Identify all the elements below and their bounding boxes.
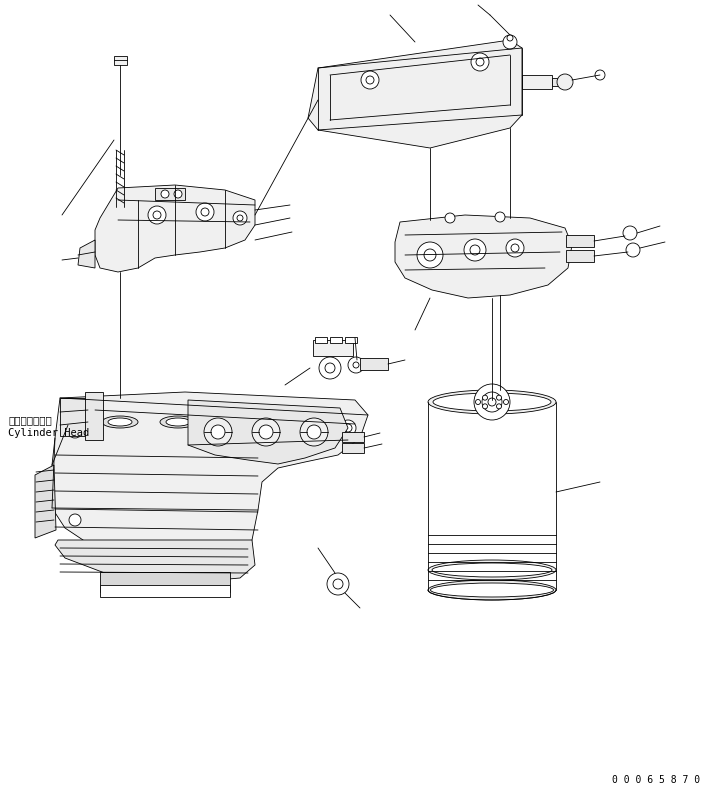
- Circle shape: [506, 239, 524, 257]
- Circle shape: [194, 549, 206, 561]
- Bar: [566, 250, 594, 262]
- Circle shape: [233, 211, 247, 225]
- Circle shape: [424, 249, 436, 261]
- Bar: [342, 432, 364, 442]
- Polygon shape: [95, 185, 255, 272]
- Circle shape: [507, 35, 513, 41]
- Bar: [552, 78, 567, 86]
- Ellipse shape: [160, 416, 196, 428]
- Ellipse shape: [430, 583, 553, 597]
- Circle shape: [211, 425, 225, 439]
- Circle shape: [417, 242, 443, 268]
- Circle shape: [340, 420, 356, 436]
- Ellipse shape: [166, 418, 190, 426]
- Polygon shape: [55, 540, 255, 582]
- Circle shape: [174, 190, 182, 198]
- Circle shape: [482, 392, 502, 412]
- Circle shape: [196, 203, 214, 221]
- Polygon shape: [52, 392, 368, 570]
- Circle shape: [557, 74, 573, 90]
- Polygon shape: [78, 240, 95, 268]
- Circle shape: [161, 190, 169, 198]
- Circle shape: [353, 362, 359, 368]
- Bar: [345, 337, 357, 343]
- Circle shape: [71, 426, 79, 434]
- Circle shape: [237, 215, 243, 221]
- Circle shape: [204, 418, 232, 446]
- Bar: [315, 337, 327, 343]
- Circle shape: [259, 425, 273, 439]
- Ellipse shape: [282, 418, 306, 426]
- Polygon shape: [308, 40, 522, 148]
- Circle shape: [319, 357, 341, 379]
- Bar: [566, 235, 594, 247]
- Circle shape: [361, 71, 379, 89]
- Circle shape: [495, 212, 505, 222]
- Circle shape: [476, 58, 484, 66]
- Ellipse shape: [428, 580, 556, 600]
- Circle shape: [626, 243, 640, 257]
- Bar: [114, 56, 127, 65]
- Text: 0 0 0 6 5 8 7 0: 0 0 0 6 5 8 7 0: [612, 775, 700, 785]
- Circle shape: [464, 239, 486, 261]
- Text: Cylinder Head: Cylinder Head: [8, 428, 89, 438]
- Circle shape: [69, 514, 81, 526]
- Circle shape: [503, 35, 517, 49]
- Circle shape: [300, 418, 328, 446]
- Circle shape: [483, 404, 488, 409]
- Bar: [313, 340, 353, 356]
- Circle shape: [496, 395, 501, 400]
- Circle shape: [366, 76, 374, 84]
- Bar: [85, 392, 103, 440]
- Circle shape: [327, 573, 349, 595]
- Circle shape: [475, 400, 480, 404]
- Circle shape: [344, 424, 352, 432]
- Circle shape: [67, 422, 83, 438]
- Polygon shape: [395, 215, 572, 298]
- Circle shape: [511, 244, 519, 252]
- Ellipse shape: [432, 563, 552, 577]
- Circle shape: [148, 206, 166, 224]
- Ellipse shape: [433, 393, 551, 411]
- Circle shape: [348, 357, 364, 373]
- Circle shape: [488, 398, 496, 406]
- Circle shape: [503, 400, 508, 404]
- Circle shape: [470, 245, 480, 255]
- Ellipse shape: [276, 416, 312, 428]
- Circle shape: [496, 404, 501, 409]
- Circle shape: [474, 384, 510, 420]
- Polygon shape: [188, 400, 348, 464]
- Text: シリンダヘッド: シリンダヘッド: [8, 415, 51, 425]
- Ellipse shape: [224, 418, 248, 426]
- Circle shape: [445, 213, 455, 223]
- Ellipse shape: [428, 560, 556, 580]
- Ellipse shape: [428, 390, 556, 414]
- Ellipse shape: [102, 416, 138, 428]
- Bar: [60, 398, 88, 436]
- Circle shape: [201, 208, 209, 216]
- Ellipse shape: [108, 418, 132, 426]
- Polygon shape: [35, 465, 56, 538]
- Circle shape: [483, 395, 488, 400]
- Circle shape: [153, 211, 161, 219]
- Circle shape: [252, 418, 280, 446]
- Bar: [330, 337, 342, 343]
- Circle shape: [623, 226, 637, 240]
- Bar: [360, 358, 388, 370]
- Bar: [342, 443, 364, 453]
- Bar: [155, 188, 185, 200]
- Bar: [100, 572, 230, 592]
- Circle shape: [325, 363, 335, 373]
- Bar: [522, 75, 552, 89]
- Ellipse shape: [218, 416, 254, 428]
- Circle shape: [471, 53, 489, 71]
- Circle shape: [307, 425, 321, 439]
- Circle shape: [333, 579, 343, 589]
- Bar: [100, 585, 230, 597]
- Circle shape: [595, 70, 605, 80]
